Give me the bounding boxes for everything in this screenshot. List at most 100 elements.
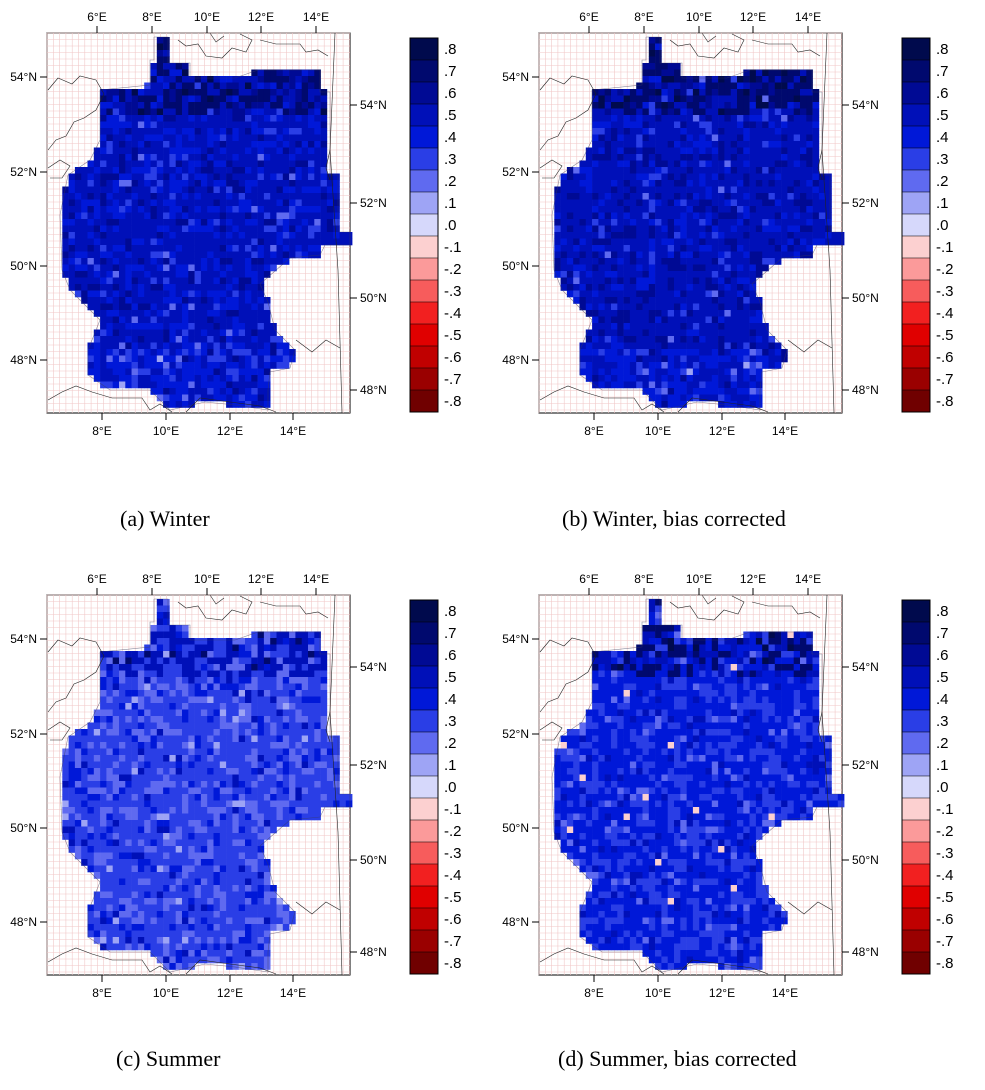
data-cell xyxy=(238,316,246,324)
data-cell xyxy=(655,95,662,103)
data-cell xyxy=(81,219,88,226)
data-cell xyxy=(100,670,107,678)
data-cell xyxy=(314,95,321,103)
data-cell xyxy=(200,147,208,155)
data-cell xyxy=(573,284,580,291)
data-cell xyxy=(169,128,176,135)
data-cell xyxy=(800,238,807,246)
data-cell xyxy=(718,186,725,194)
data-cell xyxy=(100,735,107,743)
data-cell xyxy=(680,303,687,311)
data-cell xyxy=(743,323,750,330)
data-cell xyxy=(169,134,176,142)
data-cell xyxy=(667,134,675,142)
data-cell xyxy=(724,323,731,330)
data-cell xyxy=(163,121,170,129)
data-cell xyxy=(106,362,113,369)
left-tick-label: 48°N xyxy=(10,353,37,367)
data-cell xyxy=(182,121,189,129)
data-cell xyxy=(213,664,221,671)
data-cell xyxy=(182,323,189,330)
data-cell xyxy=(762,349,769,356)
data-cell xyxy=(800,199,807,207)
data-cell xyxy=(200,375,208,382)
data-cell xyxy=(333,232,340,239)
colorbar-label: -.2 xyxy=(936,261,954,278)
data-cell xyxy=(282,664,290,671)
data-cell xyxy=(737,82,744,90)
data-cell xyxy=(314,167,321,174)
data-cell xyxy=(661,89,668,96)
data-cell xyxy=(711,147,719,155)
data-cell xyxy=(755,212,763,220)
data-cell xyxy=(699,219,706,226)
data-cell xyxy=(131,297,139,304)
data-cell xyxy=(667,232,675,239)
data-cell xyxy=(238,742,246,749)
data-cell xyxy=(194,277,202,285)
data-cell xyxy=(74,180,82,187)
data-cell xyxy=(636,355,643,363)
data-cell xyxy=(289,781,296,788)
data-cell xyxy=(818,219,826,226)
data-cell xyxy=(617,95,624,103)
data-cell xyxy=(554,199,561,207)
data-cell xyxy=(219,277,227,285)
data-cell xyxy=(200,703,208,710)
data-cell xyxy=(188,284,195,291)
data-cell xyxy=(182,277,189,285)
data-cell xyxy=(648,43,656,51)
data-cell xyxy=(144,349,151,356)
data-cell xyxy=(755,206,763,213)
data-cell xyxy=(642,355,650,363)
data-cell xyxy=(314,160,321,168)
data-cell xyxy=(219,186,227,194)
data-cell xyxy=(169,284,176,291)
data-cell xyxy=(617,284,624,291)
data-cell xyxy=(592,108,599,116)
data-cell xyxy=(182,297,189,304)
data-cell xyxy=(263,134,271,142)
data-cell xyxy=(226,696,233,704)
data-cell xyxy=(661,147,668,155)
data-cell xyxy=(238,651,246,658)
data-cell xyxy=(251,225,258,233)
data-cell xyxy=(289,735,296,743)
data-cell xyxy=(251,657,258,665)
data-cell xyxy=(226,388,233,395)
data-cell xyxy=(276,147,284,155)
data-cell xyxy=(655,37,662,44)
data-cell xyxy=(699,128,706,135)
data-cell xyxy=(755,349,763,356)
data-cell xyxy=(188,128,195,135)
data-cell xyxy=(200,690,208,697)
data-cell xyxy=(188,303,195,311)
data-cell xyxy=(163,599,170,606)
data-cell xyxy=(711,141,719,148)
data-cell xyxy=(611,355,618,363)
data-cell xyxy=(743,388,750,395)
data-cell xyxy=(749,128,757,135)
data-cell xyxy=(188,108,195,116)
data-cell xyxy=(705,388,713,395)
data-cell xyxy=(213,683,221,691)
data-cell xyxy=(182,375,189,382)
data-cell xyxy=(276,683,284,691)
data-cell xyxy=(724,232,731,239)
data-cell xyxy=(566,232,574,239)
data-cell xyxy=(270,102,277,109)
data-cell xyxy=(573,173,580,181)
top-tick-label: 10°E xyxy=(686,10,712,24)
data-cell xyxy=(263,108,271,116)
data-cell xyxy=(604,303,612,311)
data-cell xyxy=(68,173,76,181)
data-cell xyxy=(611,186,618,194)
data-cell xyxy=(711,180,719,187)
data-cell xyxy=(308,768,315,775)
data-cell xyxy=(755,180,763,187)
data-cell xyxy=(585,173,593,181)
data-cell xyxy=(674,89,681,96)
data-cell xyxy=(642,108,650,116)
data-cell xyxy=(711,375,719,382)
data-cell xyxy=(150,735,158,743)
